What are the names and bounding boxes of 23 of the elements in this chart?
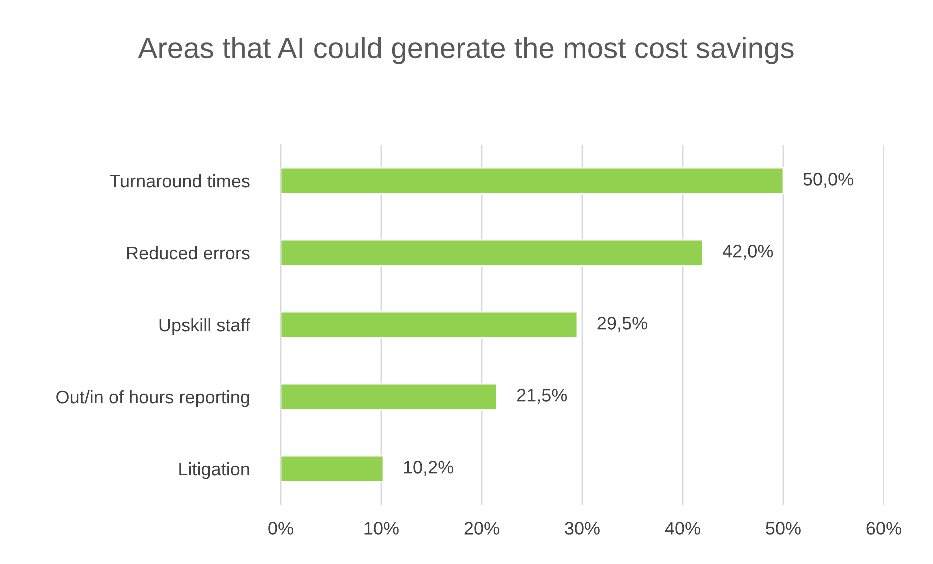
x-tick-label: 0%	[268, 522, 294, 535]
data-label: 10,2%	[404, 461, 454, 476]
y-tick-label: Upskill staff	[160, 318, 250, 336]
bar	[281, 239, 704, 267]
bar	[281, 383, 498, 411]
bar	[281, 167, 784, 195]
y-tick-label: Turnaround times	[110, 174, 250, 188]
y-tick-label: Litigation	[180, 462, 250, 480]
x-tick-label: 50%	[766, 522, 801, 535]
x-tick-label: 60%	[866, 522, 902, 535]
y-tick-label: Out/in of hours reporting	[56, 390, 250, 408]
x-tick-label: 10%	[364, 522, 399, 535]
x-tick-label: 30%	[565, 522, 600, 535]
y-tick-label: Reduced errors	[127, 246, 250, 260]
data-label: 50,0%	[804, 173, 854, 188]
x-tick-label: 40%	[665, 522, 700, 535]
data-label: 29,5%	[598, 317, 648, 332]
data-label: 42,0%	[722, 245, 774, 260]
bar	[281, 455, 384, 483]
bar	[281, 311, 578, 339]
chart-title: Areas that AI could generate the most cost savings	[138, 37, 794, 64]
x-tick-label: 20%	[464, 522, 500, 535]
data-label: 21,5%	[517, 389, 568, 404]
